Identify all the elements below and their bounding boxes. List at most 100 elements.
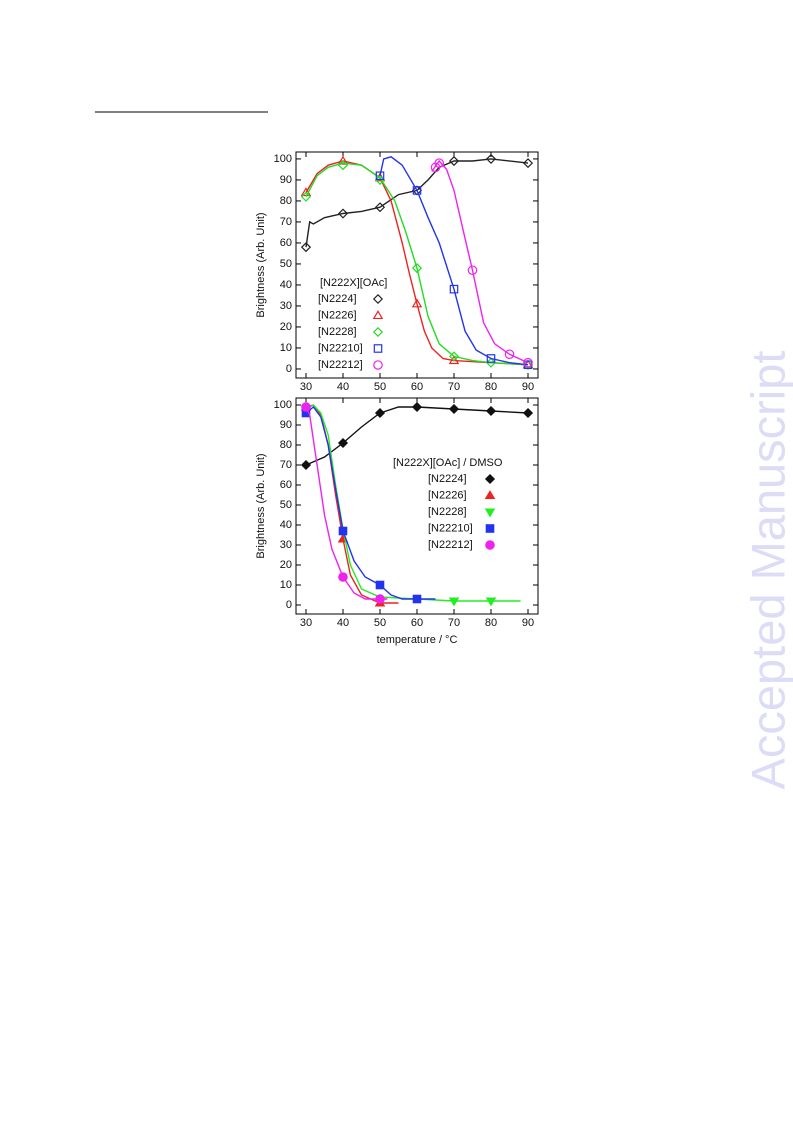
data-point (337, 155, 349, 165)
y-tick-label: 40 (280, 519, 292, 531)
legend-title: [N222X][OAc] (320, 277, 387, 289)
y-tick-label: 10 (280, 342, 292, 354)
series-line (305, 162, 529, 366)
legend-label: [N22212] (318, 359, 363, 371)
legend-title: [N222X][OAc] / DMSO (393, 457, 503, 469)
y-tick-label: 100 (274, 399, 292, 411)
x-tick-label: 40 (337, 381, 349, 393)
plot-frame (295, 397, 539, 615)
data-point (467, 265, 478, 276)
y-axis-label: Brightness (Arb. Unit) (255, 453, 267, 558)
series-line (305, 406, 529, 466)
x-tick-label: 70 (448, 617, 460, 629)
y-tick-label: 50 (280, 499, 292, 511)
data-point (449, 284, 459, 294)
y-tick-label: 60 (280, 237, 292, 249)
y-tick-label: 20 (280, 559, 292, 571)
legend-marker (484, 490, 496, 500)
y-tick-label: 20 (280, 321, 292, 333)
legend-marker (485, 540, 495, 550)
legend-marker (485, 524, 495, 533)
x-tick-label: 90 (522, 617, 534, 629)
data-point (375, 171, 385, 181)
y-tick-label: 60 (280, 479, 292, 491)
data-point (374, 202, 386, 213)
data-point (375, 580, 385, 590)
legend-label: [N2228] (428, 506, 467, 518)
legend-marker (484, 508, 496, 518)
y-tick-label: 70 (280, 459, 292, 471)
legend-marker (372, 310, 384, 320)
y-tick-label: 100 (274, 153, 292, 165)
y-tick-label: 90 (280, 419, 292, 431)
legend-label: [N22210] (428, 522, 473, 534)
data-point (301, 402, 311, 412)
data-point (448, 597, 460, 607)
legend-marker (373, 360, 383, 370)
y-tick-label: 30 (280, 300, 292, 312)
data-point (523, 357, 533, 368)
y-tick-label: 80 (280, 439, 292, 451)
data-point (375, 594, 385, 604)
data-point (448, 351, 460, 362)
legend-marker (373, 344, 383, 353)
series-line (305, 160, 529, 366)
data-point (338, 572, 348, 582)
data-point (448, 403, 460, 415)
data-point (412, 594, 422, 604)
data-point (337, 208, 349, 219)
legend-label: [N2224] (318, 293, 357, 305)
data-point (485, 153, 497, 164)
y-tick-label: 0 (286, 599, 292, 611)
data-point (300, 242, 312, 253)
data-point (337, 437, 349, 449)
x-tick-label: 50 (374, 617, 386, 629)
x-tick-label: 70 (448, 381, 460, 393)
y-tick-label: 0 (286, 363, 292, 375)
x-tick-label: 50 (374, 381, 386, 393)
watermark: Accepted Manuscript (741, 351, 793, 790)
data-point (486, 354, 496, 363)
data-point (485, 597, 497, 607)
y-tick-label: 70 (280, 216, 292, 228)
data-point (412, 186, 422, 195)
data-point (338, 526, 348, 536)
data-point (411, 401, 423, 413)
data-point (485, 405, 497, 417)
x-axis-label: temperature / °C (377, 634, 458, 646)
x-tick-label: 80 (485, 381, 497, 393)
data-point (522, 407, 534, 419)
data-point (374, 174, 386, 185)
data-point (300, 191, 312, 202)
data-point (411, 263, 423, 274)
legend-label: [N2228] (318, 326, 357, 338)
y-tick-label: 90 (280, 174, 292, 186)
data-point (448, 355, 460, 365)
series-line (305, 406, 388, 600)
x-tick-label: 30 (300, 617, 312, 629)
y-tick-label: 10 (280, 579, 292, 591)
legend-label: [N2224] (428, 473, 467, 485)
legend-label: [N22210] (318, 342, 363, 354)
legend-marker (372, 326, 384, 338)
x-tick-label: 30 (300, 381, 312, 393)
x-tick-label: 40 (337, 617, 349, 629)
data-point (374, 407, 386, 419)
series-line (305, 405, 436, 600)
legend-marker (484, 473, 496, 485)
data-point (504, 349, 515, 360)
series-line (305, 158, 529, 248)
data-point (448, 155, 460, 167)
data-point (485, 357, 497, 368)
data-point (300, 459, 312, 471)
data-point (434, 158, 445, 168)
x-tick-label: 60 (411, 617, 423, 629)
x-tick-label: 80 (485, 617, 497, 629)
legend-label: [N2226] (318, 309, 357, 321)
x-tick-label: 90 (522, 381, 534, 393)
data-point (411, 298, 423, 308)
y-tick-label: 30 (280, 539, 292, 551)
y-axis-label: Brightness (Arb. Unit) (255, 212, 267, 317)
data-point (337, 160, 349, 171)
